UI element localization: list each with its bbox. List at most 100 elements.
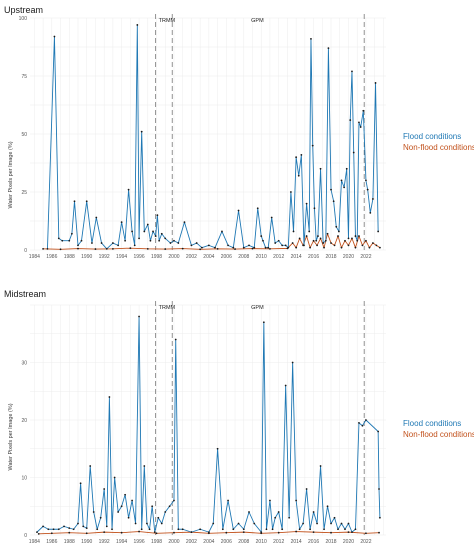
midstream-point-flood — [131, 499, 133, 502]
midstream-point-flood — [111, 528, 113, 531]
midstream-x-tick-label: 2018 — [325, 539, 336, 545]
midstream-point-flood — [138, 315, 140, 318]
midstream-point-flood — [177, 528, 180, 531]
midstream-point-flood — [316, 522, 318, 525]
upstream-point-nonflood — [234, 248, 236, 250]
midstream-point-flood — [146, 522, 148, 525]
upstream-point-flood — [369, 211, 372, 214]
upstream-point-flood — [207, 244, 210, 247]
upstream-point-flood — [352, 151, 355, 154]
midstream-point-flood — [378, 488, 380, 490]
midstream-x-tick-label: 2022 — [360, 539, 371, 545]
upstream-point-flood — [264, 246, 267, 249]
upstream-point-nonflood — [316, 244, 318, 247]
midstream-point-nonflood — [50, 532, 53, 535]
upstream-point-flood — [284, 244, 287, 247]
midstream-point-flood — [227, 499, 229, 502]
upstream-point-flood — [95, 216, 98, 219]
upstream-y-tick-label: 25 — [21, 190, 27, 196]
upstream-point-nonflood — [323, 246, 325, 249]
midstream-point-flood — [291, 361, 294, 364]
upstream-point-nonflood — [319, 237, 322, 240]
upstream-point-flood — [362, 109, 365, 112]
midstream-point-flood — [108, 396, 111, 398]
upstream-point-nonflood — [351, 237, 353, 240]
upstream-point-flood — [356, 239, 359, 242]
upstream-point-nonflood — [330, 242, 332, 244]
upstream-point-flood — [281, 244, 284, 247]
midstream-point-flood — [309, 528, 311, 531]
midstream-point-flood — [319, 465, 322, 467]
upstream-point-flood — [70, 232, 73, 235]
upstream-point-flood — [248, 244, 250, 247]
midstream-point-flood — [151, 505, 154, 508]
upstream-point-flood — [315, 239, 318, 242]
midstream-point-nonflood — [173, 531, 175, 534]
upstream-point-flood — [158, 239, 161, 242]
midstream-x-tick-label: 1994 — [116, 539, 127, 545]
upstream-point-flood — [177, 242, 180, 244]
midstream-point-nonflood — [155, 532, 158, 535]
upstream-point-flood — [140, 130, 143, 133]
midstream-x-tick-label: 2000 — [168, 539, 179, 545]
upstream-point-flood — [313, 207, 316, 210]
midstream-x-tick-label: 1984 — [29, 539, 40, 545]
upstream-x-tick-label: 2006 — [221, 254, 232, 260]
upstream-point-nonflood — [298, 237, 301, 240]
upstream-point-flood — [146, 223, 149, 226]
upstream-point-flood — [300, 153, 303, 156]
upstream-point-flood — [262, 239, 264, 242]
upstream-point-flood — [80, 239, 83, 242]
upstream-point-flood — [221, 230, 223, 233]
midstream-point-flood — [284, 384, 287, 387]
upstream-point-nonflood — [129, 247, 132, 250]
upstream-x-tick-label: 2012 — [273, 254, 284, 260]
upstream-point-flood — [164, 237, 167, 240]
midstream-point-nonflood — [330, 531, 332, 534]
upstream-point-flood — [53, 35, 56, 38]
midstream-point-flood — [89, 465, 92, 467]
upstream-point-flood — [169, 242, 172, 244]
midstream-series-flood — [36, 316, 381, 533]
midstream-point-flood — [298, 528, 301, 531]
midstream-x-tick-label: 1998 — [151, 539, 162, 545]
upstream-point-flood — [319, 167, 322, 170]
upstream-panel: Upstream Water Pixels per Image (%) TRMM… — [4, 5, 474, 260]
upstream-point-flood — [327, 47, 330, 50]
upstream-point-flood — [85, 200, 88, 203]
midstream-point-flood — [378, 516, 381, 519]
upstream-point-nonflood — [59, 248, 62, 251]
upstream-point-flood — [317, 235, 319, 237]
midstream-point-flood — [344, 528, 346, 531]
midstream-x-tick-label: 2020 — [343, 539, 354, 545]
midstream-x-tick-label: 1992 — [99, 539, 110, 545]
midstream-point-flood — [82, 525, 85, 528]
midstream-point-nonflood — [242, 531, 245, 534]
upstream-point-flood — [340, 179, 343, 182]
upstream-point-flood — [152, 230, 154, 233]
upstream-point-flood — [124, 239, 127, 242]
upstream-point-flood — [190, 244, 193, 247]
upstream-point-flood — [310, 37, 312, 40]
upstream-x-tick-label: 2004 — [203, 254, 214, 260]
upstream-x-tick-label: 2008 — [238, 254, 249, 260]
midstream-title: Midstream — [4, 289, 46, 299]
upstream-series-flood — [47, 24, 379, 250]
upstream-point-flood — [120, 221, 123, 224]
upstream-x-tick-label: 2016 — [308, 254, 319, 260]
midstream-point-nonflood — [37, 532, 40, 535]
midstream-annotation-trmm: TRMM — [159, 305, 176, 311]
upstream-point-flood — [322, 242, 325, 244]
midstream-point-flood — [181, 528, 184, 531]
upstream-point-flood — [308, 230, 311, 233]
midstream-point-flood — [277, 511, 280, 513]
midstream-point-flood — [248, 511, 250, 513]
midstream-point-flood — [323, 528, 325, 531]
upstream-point-flood — [366, 188, 369, 191]
midstream-point-flood — [260, 531, 263, 534]
upstream-point-flood — [256, 207, 259, 210]
midstream-y-tick-label: 10 — [21, 475, 27, 481]
upstream-point-flood — [297, 174, 300, 177]
midstream-point-nonflood — [103, 531, 106, 534]
